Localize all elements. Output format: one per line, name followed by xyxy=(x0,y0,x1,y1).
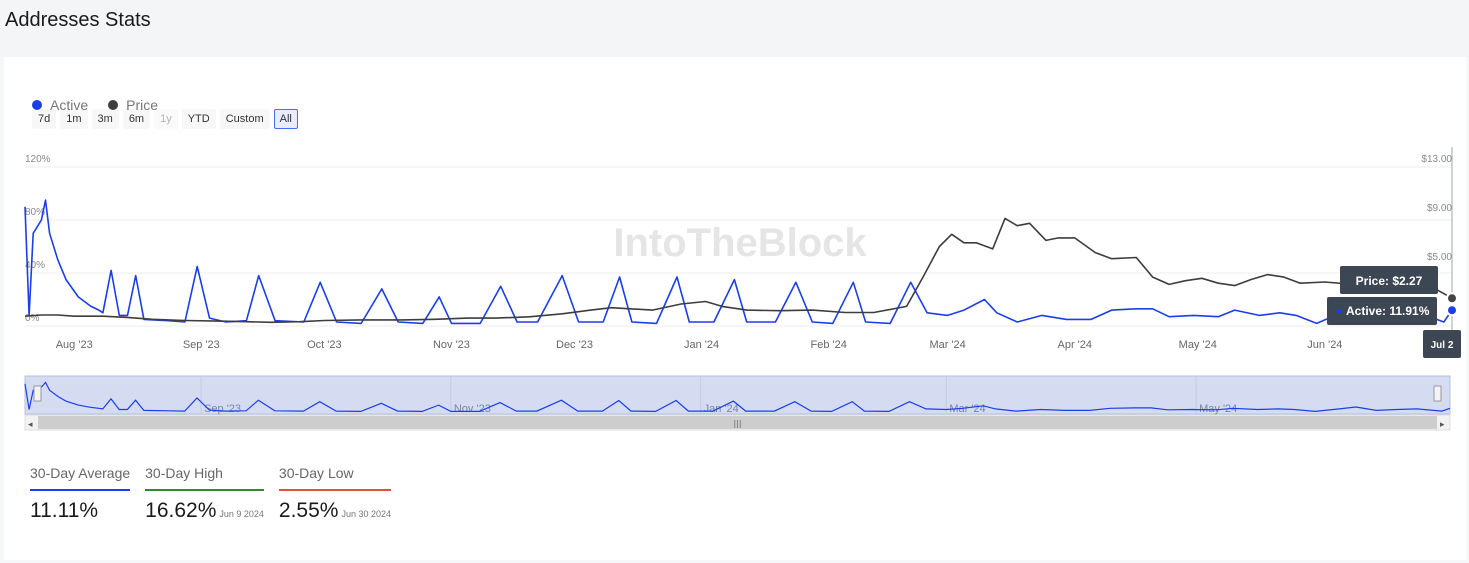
range-button-6m[interactable]: 6m xyxy=(122,109,151,129)
range-button-all[interactable]: All xyxy=(273,109,298,129)
stat-label: 30-Day Low xyxy=(278,465,354,481)
stat-30-day-low: 30-Day Low 2.55% Jun 30 2024 xyxy=(278,465,392,523)
navigator-right-handle[interactable] xyxy=(1433,385,1442,402)
stat-30-day-high: 30-Day High 16.62% Jun 9 2024 xyxy=(145,465,264,523)
legend-active-label: Active xyxy=(50,97,89,113)
scrollbar-thumb[interactable] xyxy=(38,416,1437,429)
range-selector: 7d 1m 3m 6m 1y YTD Custom All xyxy=(32,109,298,131)
addresses-chart[interactable]: 0% 40% 80% 120% $13.00 $9.00 $5.00 IntoTheBlock… xyxy=(0,0,1469,445)
navigator-selection[interactable] xyxy=(24,375,1451,415)
header-bar: Addresses Stats xyxy=(0,0,1469,57)
tooltip-active-text: Active: 11.91% xyxy=(1346,304,1430,318)
x-tick-label: Aug '23 xyxy=(56,339,93,351)
x-tick-label: Feb '24 xyxy=(811,339,847,351)
y-right-tick-label: $5.00 xyxy=(1427,252,1452,263)
price-marker xyxy=(1446,292,1458,305)
x-tick-label: May '24 xyxy=(1179,339,1217,351)
navigator-tick-label: Mar '24 xyxy=(949,403,985,415)
x-tick-label: Jan '24 xyxy=(684,339,719,351)
stat-label: 30-Day High xyxy=(145,465,223,481)
stat-date: Jun 9 2024 xyxy=(219,509,264,519)
range-button-1y[interactable]: 1y xyxy=(154,109,178,129)
active-marker xyxy=(1446,304,1458,317)
tooltip-date-text: Jul 2 xyxy=(1431,340,1454,351)
x-tick-label: Nov '23 xyxy=(433,339,470,351)
scroll-right-arrow-icon: ▸ xyxy=(1440,420,1445,430)
range-button-7d[interactable]: 7d xyxy=(32,109,57,129)
watermark-logo: IntoTheBlock xyxy=(613,221,867,265)
y-left-tick-label: 0% xyxy=(25,313,40,324)
navigator-tick-label: Jan '24 xyxy=(704,403,739,415)
page-title: Addresses Stats xyxy=(5,9,151,31)
legend-price-label: Price xyxy=(126,97,159,113)
x-tick-label: Jun '24 xyxy=(1307,339,1342,351)
stat-value: 2.55% xyxy=(278,499,339,522)
tooltip-price-box xyxy=(1340,266,1438,294)
y-left-tick-label: 80% xyxy=(25,207,45,218)
stat-30-day-average: 30-Day Average 11.11% xyxy=(30,465,131,523)
y-right-tick-label: $13.00 xyxy=(1421,154,1452,165)
chart-legend: Active Price xyxy=(32,97,158,113)
navigator-tick-label: May '24 xyxy=(1199,403,1237,415)
stat-underline xyxy=(278,489,392,491)
stats-row: 30-Day Average 11.11% 30-Day High 16.62%… xyxy=(30,465,392,523)
x-tick-label: Apr '24 xyxy=(1057,339,1092,351)
navigator-tick-label: Sep '23 xyxy=(204,403,241,415)
x-tick-label: Dec '23 xyxy=(556,339,593,351)
x-tick-label: Mar '24 xyxy=(929,339,965,351)
tooltip-active-dot-icon xyxy=(1336,308,1342,314)
stat-underline xyxy=(145,489,264,491)
navigator-left-handle[interactable] xyxy=(33,385,42,402)
stat-label: 30-Day Average xyxy=(30,465,131,481)
tooltip-price-text: Price: $2.27 xyxy=(1356,274,1423,288)
legend-price-dot-icon xyxy=(108,100,119,110)
x-tick-label: Oct '23 xyxy=(307,339,342,351)
legend-item-active[interactable]: Active xyxy=(32,97,88,113)
series-line-active xyxy=(24,199,1453,325)
stat-underline xyxy=(30,489,131,491)
legend-active-dot-icon xyxy=(32,100,42,110)
range-button-ytd[interactable]: YTD xyxy=(181,109,216,129)
y-left-tick-label: 40% xyxy=(25,260,45,271)
stat-date: Jun 30 2024 xyxy=(341,509,392,519)
x-tick-label: Sep '23 xyxy=(183,339,220,351)
legend-item-price[interactable]: Price xyxy=(108,97,158,113)
scroll-grip-icon: ||| xyxy=(733,419,741,428)
range-button-1m[interactable]: 1m xyxy=(60,109,88,129)
range-button-custom[interactable]: Custom xyxy=(219,109,270,129)
series-line-price xyxy=(24,217,1453,324)
tooltip-date-box xyxy=(1423,330,1461,358)
scroll-left-arrow-icon: ◂ xyxy=(28,420,33,430)
navigator-series-active xyxy=(24,381,1451,413)
tooltip-active-box xyxy=(1327,297,1437,325)
range-button-3m[interactable]: 3m xyxy=(91,109,119,129)
stat-value: 16.62% xyxy=(145,499,217,522)
y-left-tick-label: 120% xyxy=(25,154,51,165)
stat-value: 11.11% xyxy=(30,499,99,522)
y-right-tick-label: $9.00 xyxy=(1427,203,1452,214)
